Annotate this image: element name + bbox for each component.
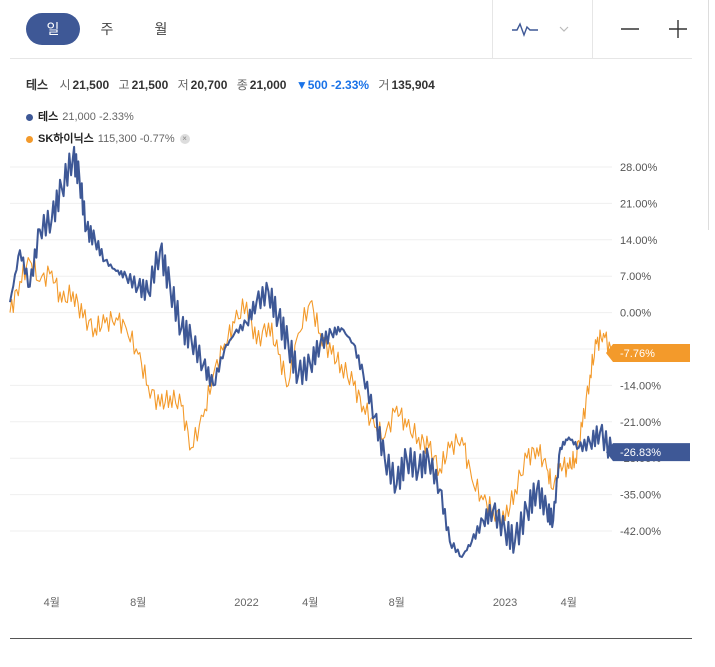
tab-monthly[interactable]: 월 — [154, 21, 168, 37]
last-value-marker-skhynix — [606, 343, 690, 362]
y-tick-label: 0.00% — [620, 308, 651, 320]
y-tick-label: -21.00% — [620, 417, 661, 429]
legend-name: SK하이닉스 — [38, 133, 94, 145]
x-tick-label: 8월 — [130, 596, 146, 609]
high-value: 21,500 — [131, 78, 169, 92]
change-value: ▼500 -2.33% — [295, 78, 370, 92]
zoom-controls — [592, 0, 693, 58]
x-tick-label: 4월 — [561, 596, 577, 609]
open-value: 21,500 — [72, 78, 110, 92]
chart-type-selector[interactable] — [492, 0, 593, 58]
plus-icon[interactable] — [668, 19, 688, 39]
legend-color-dot — [26, 135, 33, 143]
y-tick-label: 14.00% — [620, 235, 658, 247]
x-tick-label: 8월 — [389, 596, 405, 609]
right-divider — [708, 0, 709, 230]
last-value-label: -7.76% — [620, 348, 655, 360]
y-tick-label: -14.00% — [620, 380, 661, 392]
last-value-marker-tes — [606, 443, 690, 462]
remove-compare-icon[interactable]: × — [179, 134, 190, 145]
chevron-down-icon — [559, 26, 569, 32]
tab-daily[interactable]: 일 — [26, 13, 80, 45]
tab-weekly[interactable]: 주 — [100, 21, 114, 37]
last-value-label: -26.83% — [620, 447, 661, 459]
x-tick-label: 4월 — [302, 596, 318, 609]
legend-color-dot — [26, 113, 33, 121]
line-chart-icon — [512, 22, 538, 37]
volume-value: 135,904 — [391, 78, 435, 92]
x-tick-label: 2023 — [493, 597, 517, 609]
y-tick-label: 7.00% — [620, 271, 651, 283]
series-line-tes — [9, 145, 613, 558]
y-tick-label: 28.00% — [620, 162, 658, 174]
x-tick-label: 2022 — [234, 597, 258, 609]
low-value: 20,700 — [190, 78, 228, 92]
stock-name: 테스 — [26, 78, 49, 92]
period-tabs: 일 주 월 — [26, 13, 188, 45]
comparison-line-chart: 28.00%21.00%14.00%7.00%0.00%-7.00%-14.00… — [9, 145, 690, 609]
chart-bottom-border — [10, 638, 692, 639]
high-label: 고 — [118, 78, 130, 92]
legend-value: 21,000 -2.33% — [62, 111, 134, 123]
volume-label: 거 — [378, 78, 390, 92]
quote-summary: 테스 시 21,500 고 21,500 저 20,700 종 21,000 ▼500 … — [26, 76, 441, 93]
y-tick-label: 21.00% — [620, 198, 658, 210]
y-tick-label: -42.00% — [620, 526, 661, 538]
open-label: 시 — [59, 78, 71, 92]
close-value: 21,000 — [249, 78, 287, 92]
legend-value: 115,300 -0.77% — [97, 133, 175, 145]
legend-name: 테스 — [38, 111, 59, 123]
legend-item-skhynix: SK하이닉스 115,300 -0.77% × — [26, 130, 190, 146]
series-line-skhynix — [9, 257, 613, 528]
y-tick-label: -35.00% — [620, 490, 661, 502]
x-tick-label: 4월 — [44, 596, 60, 609]
low-label: 저 — [177, 78, 189, 92]
chart-toolbar: 일 주 월 — [10, 0, 692, 59]
minus-icon[interactable] — [620, 19, 640, 39]
close-label: 종 — [236, 78, 248, 92]
legend-item-tes: 테스 21,000 -2.33% — [26, 108, 134, 124]
